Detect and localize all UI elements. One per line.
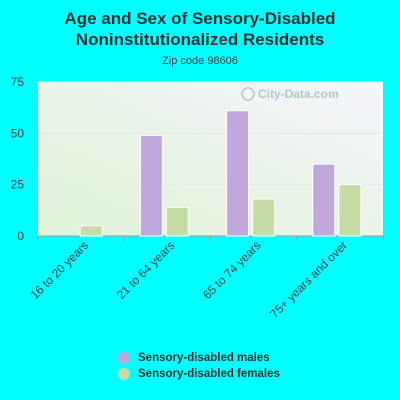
bar-males: [226, 110, 250, 237]
y-tick-label: 0: [17, 229, 24, 243]
y-tick-label: 75: [11, 75, 25, 89]
watermark: City-Data.com: [241, 87, 339, 101]
chart-title-line-1: Age and Sex of Sensory-Disabled: [64, 9, 336, 28]
legend-item-females: Sensory-disabled females: [118, 366, 280, 382]
legend-label-females: Sensory-disabled females: [138, 368, 280, 380]
bar-males: [312, 163, 336, 237]
legend-swatch-females: [118, 368, 130, 380]
y-tick-label: 50: [11, 126, 25, 140]
watermark-text: City-Data.com: [258, 87, 339, 101]
x-tick-label: 21 to 64 years: [114, 238, 178, 302]
chart-title-line-2: Noninstitutionalized Residents: [75, 30, 325, 49]
legend-item-males: Sensory-disabled males: [118, 350, 280, 366]
bar-females: [165, 206, 189, 237]
legend-swatch-males: [118, 352, 130, 364]
legend: Sensory-disabled males Sensory-disabled …: [118, 350, 280, 382]
x-tick-label: 16 to 20 years: [28, 238, 92, 302]
x-tick-label: 65 to 74 years: [200, 238, 264, 302]
bar-males: [139, 134, 163, 237]
bar-females: [252, 198, 276, 237]
x-tick-label: 75+ years and over: [267, 238, 350, 321]
bar-females: [79, 225, 103, 237]
chart-subtitle: Zip code 98606: [162, 55, 238, 67]
chart-title: Age and Sex of Sensory-Disabled Noninsti…: [0, 8, 400, 50]
y-tick-label: 25: [11, 178, 25, 192]
bar-females: [338, 184, 362, 237]
legend-label-males: Sensory-disabled males: [138, 352, 270, 364]
